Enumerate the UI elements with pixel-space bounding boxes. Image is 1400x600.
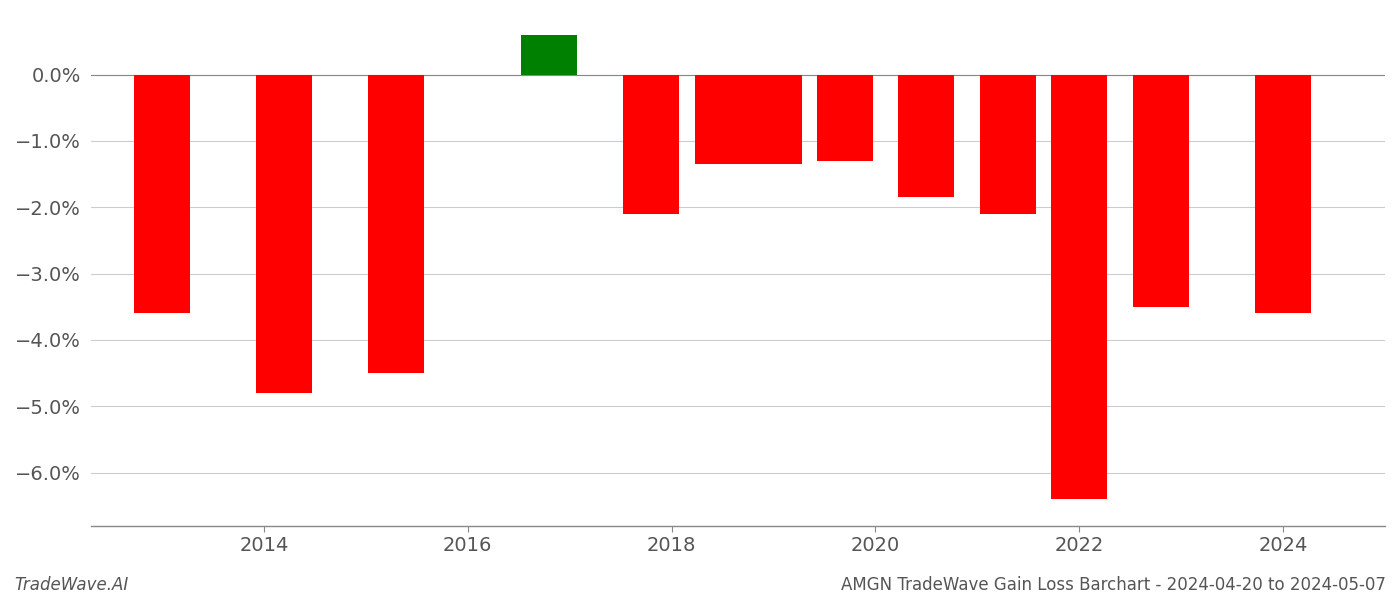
Bar [980, 74, 1036, 214]
Text: AMGN TradeWave Gain Loss Barchart - 2024-04-20 to 2024-05-07: AMGN TradeWave Gain Loss Barchart - 2024… [841, 576, 1386, 594]
Bar [256, 74, 312, 393]
Bar [746, 74, 802, 164]
Bar [521, 35, 577, 74]
Bar [1133, 74, 1189, 307]
Bar [899, 74, 955, 197]
Bar [134, 74, 190, 313]
Bar [694, 74, 750, 164]
Bar [1254, 74, 1312, 313]
Bar [1051, 74, 1107, 499]
Bar [623, 74, 679, 214]
Bar [816, 74, 872, 161]
Bar [368, 74, 424, 373]
Text: TradeWave.AI: TradeWave.AI [14, 576, 129, 594]
